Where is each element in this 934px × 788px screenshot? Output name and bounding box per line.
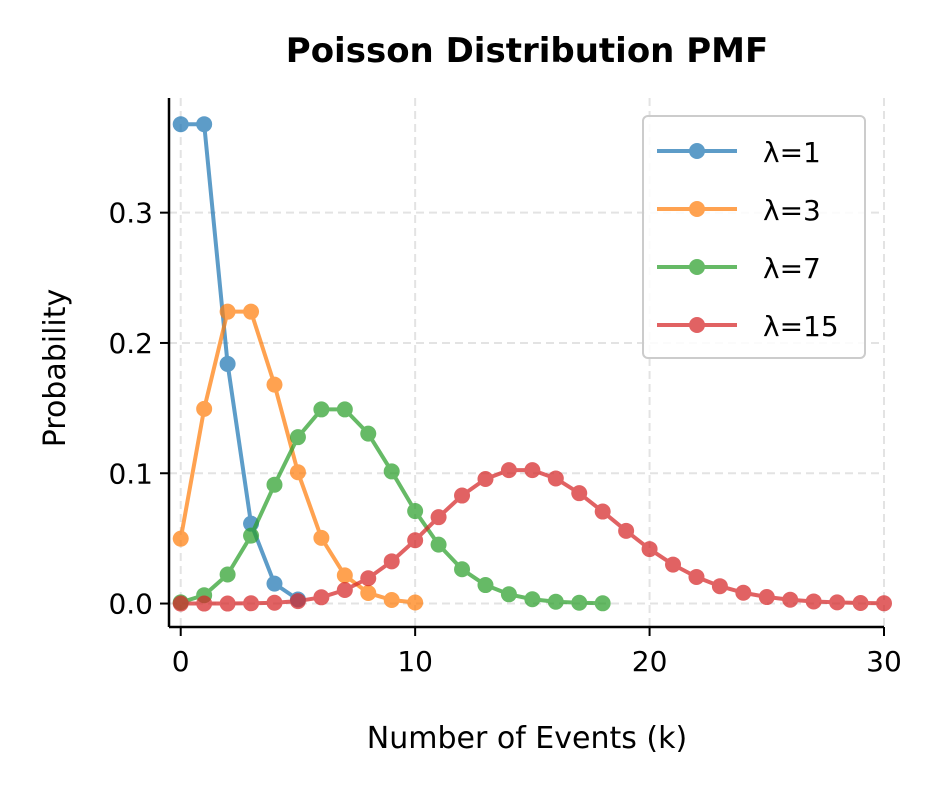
- data-point: [289, 464, 306, 481]
- data-point: [407, 532, 424, 549]
- data-point: [430, 536, 447, 553]
- legend-box: [642, 115, 866, 359]
- legend-swatch: [657, 317, 737, 333]
- data-point: [360, 425, 377, 442]
- data-point: [313, 529, 330, 546]
- data-point: [219, 303, 236, 320]
- data-point: [571, 594, 588, 611]
- data-point: [266, 575, 283, 592]
- y-tick-label: 0.2: [108, 327, 153, 360]
- data-point: [172, 530, 189, 547]
- data-point: [266, 476, 283, 493]
- data-point: [876, 595, 892, 612]
- data-point: [219, 566, 236, 583]
- series-line: [180, 468, 885, 606]
- x-tick-label: 0: [172, 645, 190, 678]
- x-tick-label: 20: [632, 645, 668, 678]
- series-1: [172, 116, 306, 608]
- axes: 0 10 20 30 0.0 0.1 0.2 0.3: [108, 98, 902, 678]
- data-point: [524, 591, 541, 608]
- data-point: [266, 376, 283, 393]
- data-point: [829, 594, 846, 611]
- series-4: [172, 462, 892, 612]
- data-point: [688, 568, 705, 585]
- x-tick-label: 30: [866, 645, 902, 678]
- data-point: [266, 594, 283, 611]
- data-point: [430, 509, 447, 526]
- y-tick-label: 0.1: [108, 457, 153, 490]
- legend-label: λ=1: [763, 136, 821, 169]
- legend-marker: [689, 317, 705, 333]
- data-point: [477, 470, 494, 487]
- data-point: [782, 591, 799, 608]
- data-point: [219, 355, 236, 372]
- data-point: [289, 429, 306, 446]
- legend-marker: [689, 259, 705, 275]
- data-point: [735, 584, 752, 601]
- data-point: [594, 503, 611, 520]
- data-point: [454, 561, 471, 578]
- data-point: [641, 541, 658, 558]
- data-point: [313, 401, 330, 418]
- data-point: [196, 595, 213, 612]
- chart-title: Poisson Distribution PMF: [286, 31, 768, 71]
- data-point: [383, 592, 400, 609]
- data-point: [313, 589, 330, 606]
- data-point: [407, 503, 424, 520]
- data-point: [243, 527, 260, 544]
- legend-marker: [689, 201, 705, 217]
- data-point: [524, 462, 541, 479]
- data-point: [383, 553, 400, 570]
- legend-label: λ=7: [763, 252, 821, 285]
- legend-label: λ=15: [763, 310, 839, 343]
- legend-swatch: [657, 143, 737, 159]
- data-point: [454, 487, 471, 504]
- data-point: [360, 570, 377, 587]
- y-axis-label: Probability: [38, 289, 73, 448]
- data-point: [336, 581, 353, 598]
- data-point: [196, 400, 213, 417]
- series-line: [180, 122, 300, 602]
- data-point: [383, 463, 400, 480]
- x-axis-label: Number of Events (k): [367, 721, 687, 756]
- data-point: [407, 594, 424, 611]
- data-point: [711, 578, 728, 595]
- legend-label: λ=3: [763, 194, 821, 227]
- data-point: [758, 589, 775, 606]
- data-point: [360, 584, 377, 601]
- data-point: [289, 593, 306, 610]
- data-point: [172, 116, 189, 133]
- data-point: [336, 401, 353, 418]
- data-point: [336, 567, 353, 584]
- series-group: [172, 116, 892, 612]
- data-point: [477, 577, 494, 594]
- series-3: [172, 401, 611, 612]
- y-tick-label: 0.0: [108, 588, 153, 621]
- y-tick-label: 0.3: [108, 197, 153, 230]
- series-line: [178, 309, 416, 605]
- data-point: [618, 522, 635, 539]
- series-line: [180, 407, 603, 606]
- series-2: [172, 303, 424, 611]
- legend-swatch: [657, 259, 737, 275]
- legend-marker: [689, 143, 705, 159]
- data-point: [243, 303, 260, 320]
- data-point: [594, 595, 611, 612]
- data-point: [172, 595, 189, 612]
- data-point: [571, 485, 588, 502]
- data-point: [547, 593, 564, 610]
- data-point: [547, 470, 564, 487]
- data-point: [805, 593, 822, 610]
- data-point: [852, 595, 869, 612]
- data-point: [219, 595, 236, 612]
- legend-swatch: [657, 201, 737, 217]
- data-point: [243, 595, 260, 612]
- data-point: [500, 586, 517, 603]
- data-point: [196, 116, 213, 133]
- data-point: [665, 556, 682, 573]
- legend: λ=1 λ=3 λ=7 λ=15: [642, 115, 866, 359]
- x-tick-label: 10: [397, 645, 433, 678]
- data-point: [500, 462, 517, 479]
